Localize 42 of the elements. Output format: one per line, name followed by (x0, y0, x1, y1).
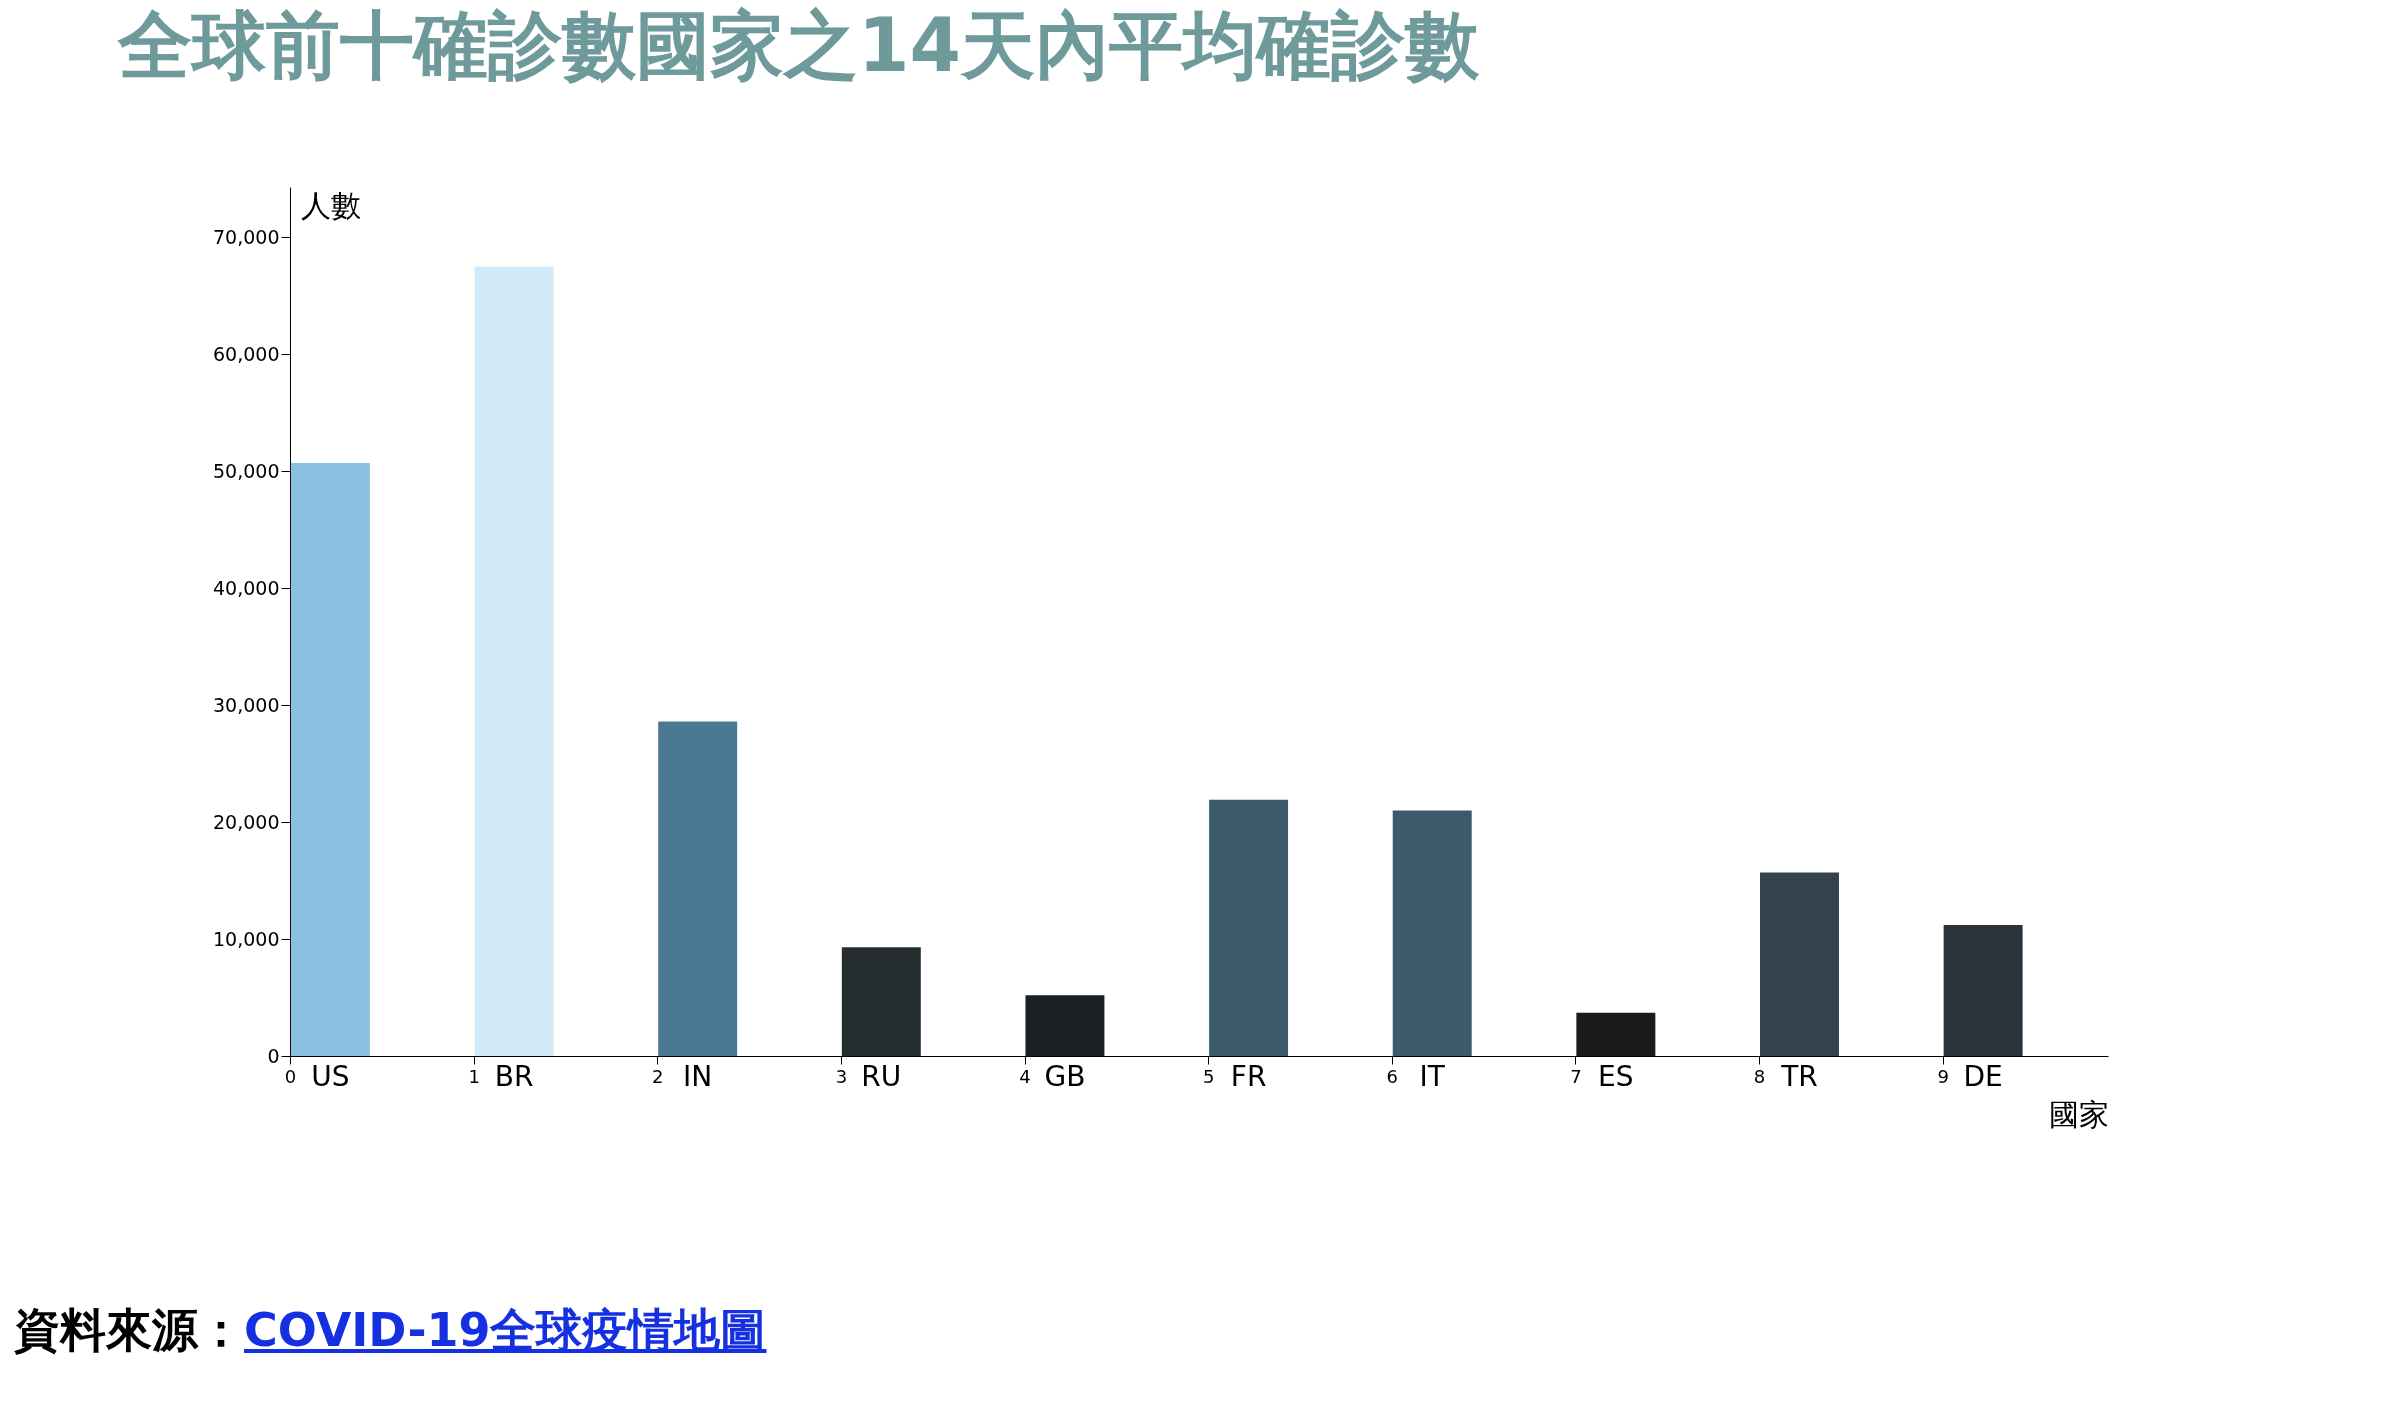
text: RU (861, 1060, 902, 1093)
bar (1576, 1012, 1656, 1056)
y-tick-label: 30,000 (213, 693, 280, 716)
text: IT (1419, 1060, 1446, 1093)
bar (1209, 799, 1289, 1056)
y-tick-label: 40,000 (213, 576, 280, 599)
text: ES (1598, 1060, 1634, 1093)
x-tick-label: 1 (468, 1065, 480, 1087)
bar (290, 463, 370, 1056)
bar (658, 721, 738, 1056)
y-tick-label: 70,000 (213, 225, 280, 248)
y-axis-title: 人數 (300, 187, 361, 223)
text: US (311, 1060, 350, 1093)
bar (1760, 872, 1839, 1056)
text: FR (1230, 1060, 1267, 1093)
bar (1392, 810, 1472, 1056)
y-tick-label: 60,000 (213, 342, 280, 365)
x-tick-label: 2 (652, 1065, 664, 1087)
x-tick-label: 7 (1570, 1065, 1582, 1087)
x-tick-label: 3 (835, 1065, 848, 1087)
x-tick-label: 6 (1386, 1065, 1399, 1087)
text: IN (683, 1060, 713, 1093)
text: BR (494, 1060, 534, 1093)
y-tick-label: 0 (267, 1044, 280, 1067)
x-tick-label: 8 (1753, 1065, 1766, 1087)
x-tick-label: 9 (1937, 1065, 1949, 1087)
x-tick-label: 4 (1019, 1065, 1031, 1087)
chart-title: 全球前十確診數國家之14天內平均確診數 (117, 2, 1480, 88)
x-tick-label: 0 (284, 1065, 297, 1087)
y-tick-label: 10,000 (213, 927, 280, 950)
text: TR (1780, 1060, 1818, 1093)
source-note: 資料來源：COVID-19全球疫情地圖 (14, 1302, 767, 1359)
bar (1943, 925, 2023, 1056)
bar (841, 947, 921, 1056)
x-axis-title: 國家 (2048, 1096, 2109, 1132)
bar (474, 266, 554, 1056)
x-tick-label: 5 (1202, 1065, 1215, 1087)
y-tick-label: 50,000 (213, 459, 280, 482)
bar (1025, 995, 1105, 1056)
text: DE (1963, 1060, 2003, 1093)
text: GB (1044, 1060, 1086, 1093)
y-tick-label: 20,000 (213, 810, 280, 833)
